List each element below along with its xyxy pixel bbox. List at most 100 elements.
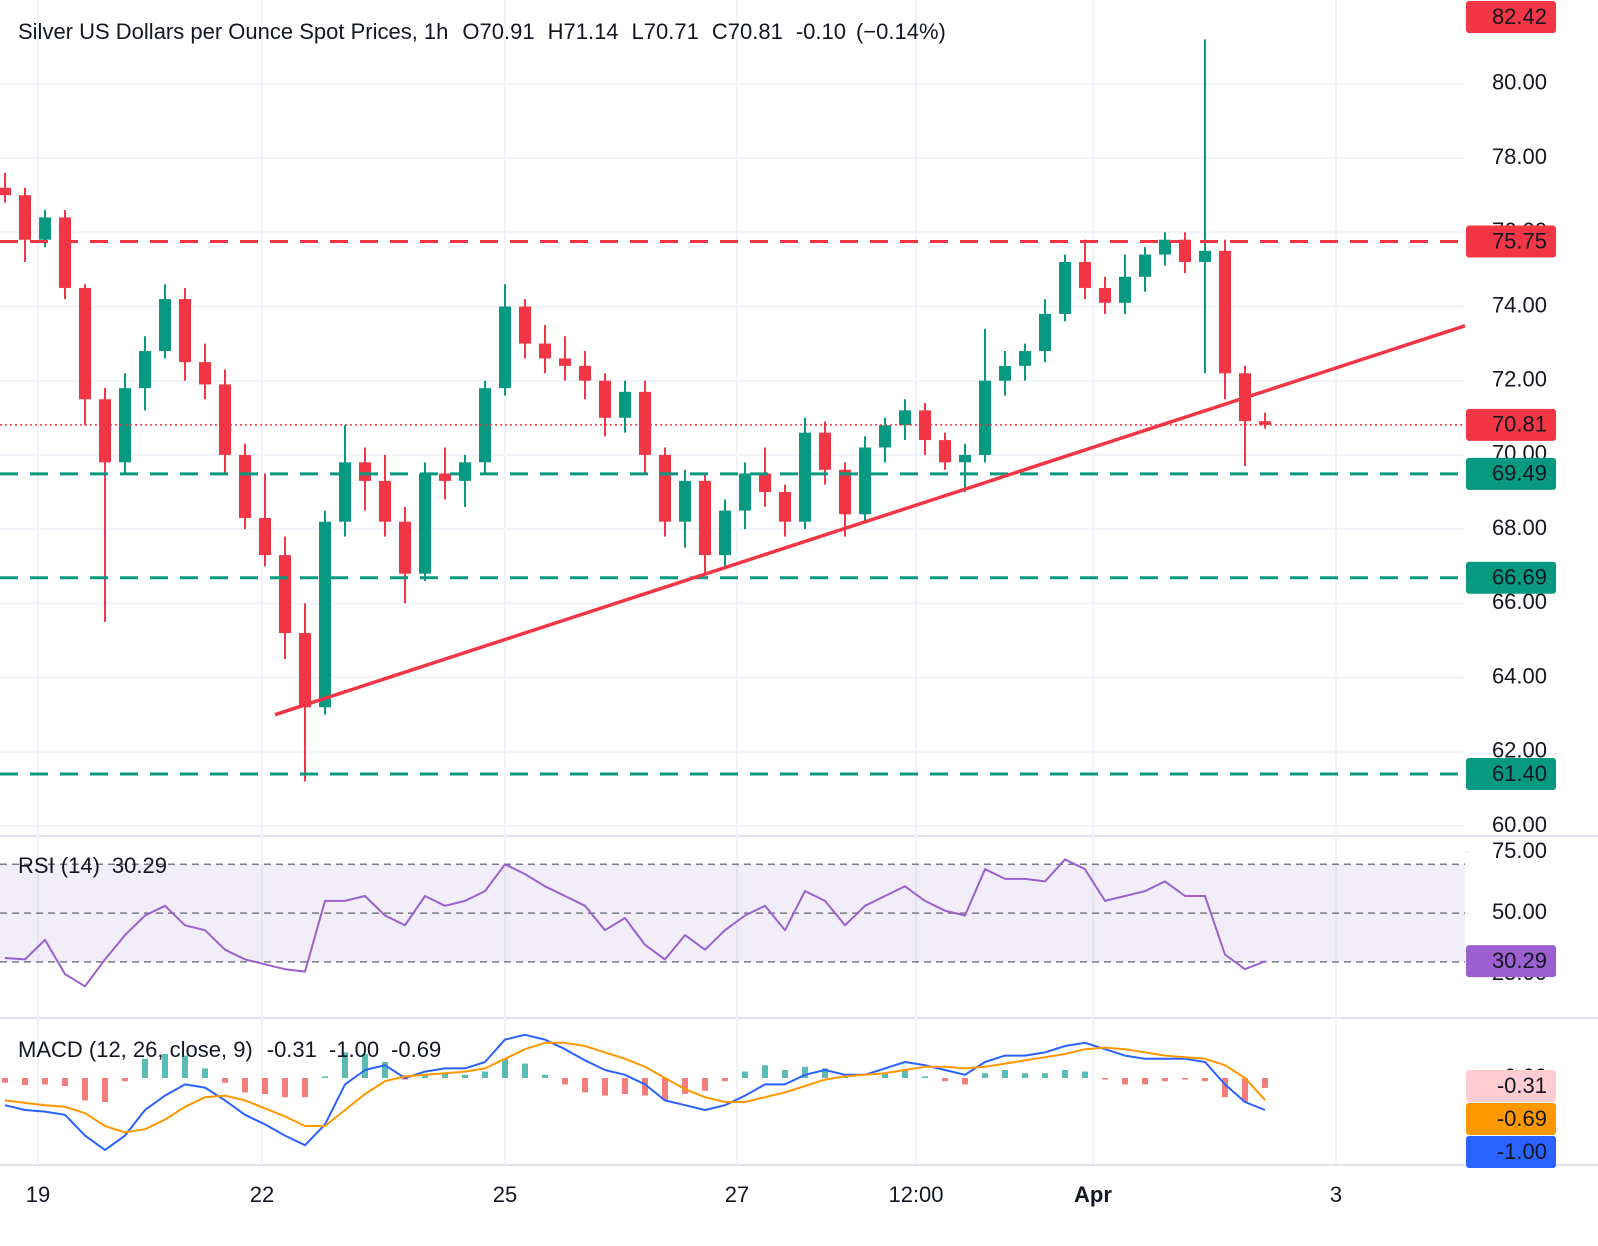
histogram-bar — [1162, 1077, 1168, 1082]
candle-body — [539, 343, 551, 359]
histogram-bar — [1262, 1077, 1268, 1088]
indicator-title: MACD (12, 26, close, 9) — [18, 1037, 253, 1062]
histogram-bar — [442, 1073, 448, 1078]
histogram-bar — [62, 1077, 68, 1086]
level-label-text: 69.49 — [1492, 461, 1547, 486]
candle-body — [559, 358, 571, 366]
last-price-text: 70.81 — [1492, 412, 1547, 437]
histogram-bar — [562, 1077, 568, 1085]
candle-body — [679, 480, 691, 522]
candle-body — [1259, 421, 1271, 425]
candle-body — [0, 187, 11, 196]
histogram-bar — [382, 1061, 388, 1078]
level-label-box — [1466, 758, 1556, 791]
histogram-bar — [1102, 1077, 1108, 1080]
candle-body — [839, 469, 851, 515]
histogram-bar — [262, 1077, 268, 1094]
histogram-bar — [822, 1068, 828, 1078]
ohlc-value: 70.81 — [728, 19, 783, 44]
candle-body — [1159, 239, 1171, 255]
histogram-bar — [362, 1053, 368, 1078]
histogram-bar — [522, 1063, 528, 1078]
candle-body — [139, 351, 151, 389]
marks-layer — [0, 39, 1271, 1102]
price-label-box — [1466, 1, 1556, 33]
y-tick-label: 80.00 — [1492, 70, 1547, 95]
histogram-bar — [1002, 1069, 1008, 1078]
histogram-bar — [1082, 1071, 1088, 1078]
y-tick-label: 64.00 — [1492, 663, 1547, 688]
chart-title: Silver US Dollars per Ounce Spot Prices,… — [18, 19, 448, 44]
candle-body — [419, 473, 431, 574]
candle-body — [239, 454, 251, 519]
candle-body — [219, 384, 231, 455]
candle-body — [159, 299, 171, 352]
x-tick-label: 19 — [26, 1182, 50, 1207]
macd-value-text: -0.31 — [1497, 1073, 1547, 1098]
histogram-bar — [242, 1077, 248, 1093]
ohlc-value: 70.91 — [480, 19, 535, 44]
histogram-bar — [642, 1077, 648, 1096]
histogram-bar — [1242, 1077, 1248, 1102]
x-tick-label: Apr — [1074, 1182, 1112, 1207]
candle-body — [179, 299, 191, 363]
candle-body — [899, 410, 911, 426]
candle-body — [1099, 287, 1111, 303]
candle-body — [759, 473, 771, 493]
histogram-bar — [2, 1077, 8, 1083]
histogram-bar — [662, 1077, 668, 1101]
histogram-bar — [322, 1076, 328, 1078]
rsi-value-box — [1466, 945, 1556, 978]
histogram-bar — [602, 1077, 608, 1096]
histogram-bar — [122, 1077, 128, 1082]
candle-body — [1139, 254, 1151, 277]
ohlc-value: 70.71 — [644, 19, 699, 44]
histogram-bar — [202, 1068, 208, 1078]
change: -0.10 — [796, 19, 846, 44]
x-tick-label: 22 — [250, 1182, 274, 1207]
histogram-bar — [962, 1077, 968, 1085]
candle-body — [599, 380, 611, 418]
y-tick-label: 68.00 — [1492, 515, 1547, 540]
lines-layer — [0, 240, 1466, 1151]
candle-body — [499, 306, 511, 389]
labels-layer: 75.75 69.49 66.69 61.40 82.42 70.81 Silver US … — [18, 1, 1556, 1168]
histogram-bar — [942, 1077, 948, 1082]
histogram-bar — [1062, 1069, 1068, 1078]
candle-body — [959, 454, 971, 463]
histogram-bar — [622, 1077, 628, 1094]
candle-body — [59, 217, 71, 288]
candle-body — [819, 432, 831, 470]
candle-body — [979, 380, 991, 455]
level-label-text: 61.40 — [1492, 761, 1547, 786]
macd-readout: -1.00 — [329, 1037, 379, 1062]
histogram-bar — [742, 1071, 748, 1078]
candle-body — [79, 287, 91, 400]
histogram-bar — [1042, 1073, 1048, 1078]
histogram-bar — [722, 1077, 728, 1082]
candle-body — [99, 399, 111, 463]
x-tick-label: 25 — [493, 1182, 517, 1207]
macd-readout: -0.31 — [267, 1037, 317, 1062]
histogram-bar — [782, 1069, 788, 1078]
candle-body — [259, 518, 271, 556]
candle-body — [579, 365, 591, 381]
histogram-bar — [682, 1077, 688, 1094]
candle-body — [339, 462, 351, 522]
candle-body — [319, 521, 331, 708]
histogram-bar — [482, 1071, 488, 1078]
histogram-bar — [702, 1077, 708, 1091]
candle-body — [659, 454, 671, 522]
candle-body — [1059, 261, 1071, 314]
histogram-bar — [1182, 1077, 1188, 1080]
rsi-value-text: 30.29 — [1492, 948, 1547, 973]
ohlc-key: C — [712, 19, 728, 44]
histogram-bar — [1222, 1077, 1228, 1098]
macd-line — [4, 1033, 1266, 1151]
histogram-bar — [22, 1077, 28, 1086]
histogram-bar — [82, 1077, 88, 1101]
candle-body — [999, 365, 1011, 381]
histogram-bar — [1022, 1073, 1028, 1078]
